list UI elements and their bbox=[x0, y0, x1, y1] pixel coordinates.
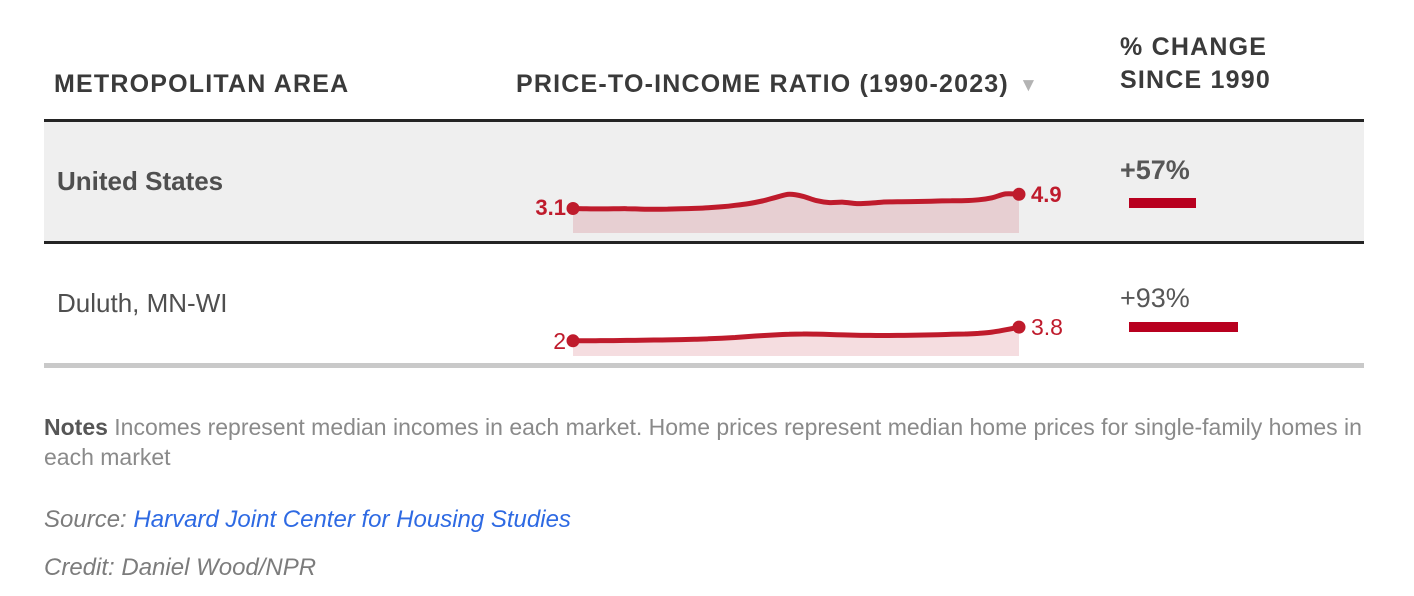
sparkline-start-value: 3.1 bbox=[535, 195, 566, 220]
pct-change-bar bbox=[1129, 322, 1238, 332]
pct-change-value: +57% bbox=[1120, 155, 1190, 185]
header-divider bbox=[44, 119, 1364, 122]
metro-area-label: Duluth, MN-WI bbox=[57, 288, 228, 318]
pct-change-value: +93% bbox=[1120, 283, 1190, 313]
pct-change-bar bbox=[1129, 198, 1196, 208]
notes-text: Notes Incomes represent median incomes i… bbox=[44, 412, 1374, 472]
pct-change-header-line1: % CHANGE bbox=[1120, 33, 1268, 61]
sparkline-area-fill bbox=[573, 327, 1019, 356]
sparkline-united-states bbox=[566, 187, 1026, 233]
column-header-metro-area[interactable]: METROPOLITAN AREA bbox=[54, 70, 350, 98]
sparkline-end-value: 4.9 bbox=[1031, 182, 1062, 207]
notes-label: Notes bbox=[44, 414, 108, 440]
sort-descending-icon[interactable]: ▼ bbox=[1018, 75, 1038, 96]
credit-line: Credit: Daniel Wood/NPR bbox=[44, 554, 317, 581]
sparkline-start-value: 2 bbox=[553, 328, 566, 354]
pct-change-header-line2: SINCE 1990 bbox=[1120, 66, 1271, 94]
column-header-ratio-label: PRICE-TO-INCOME RATIO (1990-2023) bbox=[516, 70, 1009, 98]
metro-area-label: United States bbox=[57, 166, 224, 196]
sparkline-line bbox=[570, 324, 1022, 344]
table-row-united-states bbox=[44, 122, 1364, 244]
sparkline-start-dot bbox=[566, 202, 580, 216]
sparkline-start-dot bbox=[566, 334, 580, 348]
source-link[interactable]: Harvard Joint Center for Housing Studies bbox=[133, 506, 571, 533]
sparkline-end-dot bbox=[1012, 320, 1026, 334]
column-header-pct-change[interactable]: % CHANGE SINCE 1990 bbox=[1120, 31, 1271, 97]
table-row-duluth bbox=[44, 244, 1364, 368]
sparkline-end-dot bbox=[1012, 187, 1026, 201]
notes-body: Incomes represent median incomes in each… bbox=[44, 414, 1362, 470]
source-label: Source: bbox=[44, 506, 134, 533]
sparkline-duluth bbox=[566, 320, 1026, 356]
source-line: Source: Harvard Joint Center for Housing… bbox=[44, 506, 571, 534]
sparkline-line bbox=[570, 191, 1022, 212]
column-header-ratio[interactable]: PRICE-TO-INCOME RATIO (1990-2023) ▼ bbox=[516, 70, 1038, 99]
sparkline-end-value: 3.8 bbox=[1031, 314, 1063, 340]
